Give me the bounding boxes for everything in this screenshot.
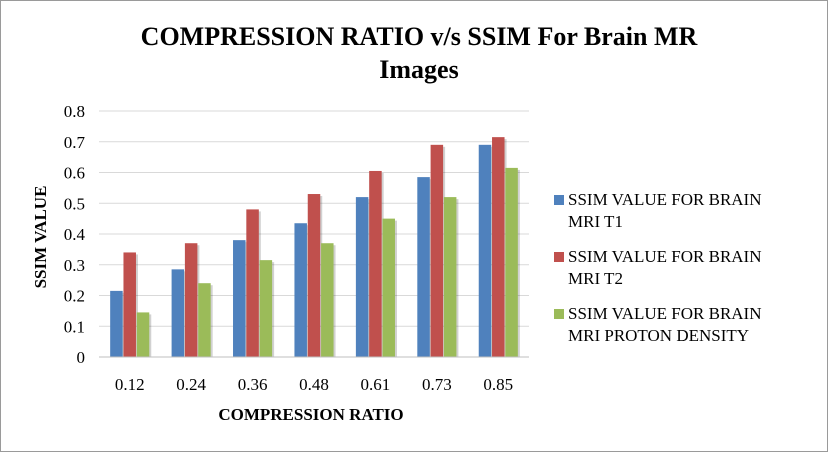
bar: [184, 243, 198, 357]
y-tick-labels: 0 0.1 0.2 0.3 0.4 0.5 0.6 0.7 0.8: [64, 102, 86, 367]
y-tick-label: 0.2: [64, 287, 85, 306]
chart-title-line-2: Images: [379, 55, 458, 84]
y-tick-label: 0.8: [64, 102, 85, 121]
legend-label: MRI T2: [568, 269, 623, 288]
x-axis-title: COMPRESSION RATIO: [218, 405, 403, 424]
bar: [110, 290, 123, 357]
legend-label: MRI T1: [568, 212, 623, 231]
legend-label: MRI PROTON DENSITY: [568, 326, 749, 345]
y-axis-title: SSIM VALUE: [31, 186, 50, 289]
legend: SSIM VALUE FOR BRAIN MRI T1 SSIM VALUE FOR…: [554, 190, 762, 345]
chart-title: COMPRESSION RATIO v/s SSIM For Brain MR …: [141, 22, 698, 84]
chart-title-line-1: COMPRESSION RATIO v/s SSIM For Brain MR: [141, 22, 698, 51]
bar: [233, 240, 246, 357]
x-tick-label: 0.73: [422, 375, 452, 394]
x-tick-label: 0.48: [299, 375, 329, 394]
x-tick-labels: 0.12 0.24 0.36 0.48 0.61 0.73 0.85: [115, 375, 513, 394]
x-tick-label: 0.12: [115, 375, 145, 394]
legend-label: SSIM VALUE FOR BRAIN: [568, 190, 762, 209]
bar: [198, 283, 211, 357]
bar: [430, 144, 444, 357]
legend-swatch: [554, 309, 564, 319]
x-tick-label: 0.61: [361, 375, 391, 394]
bar: [382, 218, 395, 357]
bar: [369, 170, 382, 357]
y-tick-label: 0.6: [64, 164, 85, 183]
legend-swatch: [554, 252, 564, 262]
bar: [294, 223, 307, 357]
bar: [417, 177, 430, 357]
bar: [246, 209, 259, 357]
bar: [307, 194, 321, 357]
bar: [355, 197, 369, 357]
y-tick-label: 0.5: [64, 194, 85, 213]
x-tick-label: 0.36: [238, 375, 268, 394]
bar: [505, 167, 518, 357]
bars: [110, 137, 520, 357]
x-tick-label: 0.24: [176, 375, 206, 394]
bar: [443, 197, 457, 357]
legend-label: SSIM VALUE FOR BRAIN: [568, 304, 762, 323]
bar: [478, 144, 492, 357]
y-tick-label: 0: [77, 348, 86, 367]
bar: [171, 269, 185, 357]
x-tick-label: 0.85: [483, 375, 513, 394]
bar: [259, 260, 273, 357]
legend-swatch: [554, 195, 564, 205]
bar: [123, 252, 136, 357]
legend-label: SSIM VALUE FOR BRAIN: [568, 247, 762, 266]
y-tick-label: 0.4: [64, 225, 86, 244]
y-tick-label: 0.3: [64, 256, 85, 275]
bar: [321, 243, 334, 357]
y-tick-label: 0.7: [64, 133, 86, 152]
bar: [492, 137, 505, 357]
y-tick-label: 0.1: [64, 317, 85, 336]
bar: [136, 312, 150, 357]
